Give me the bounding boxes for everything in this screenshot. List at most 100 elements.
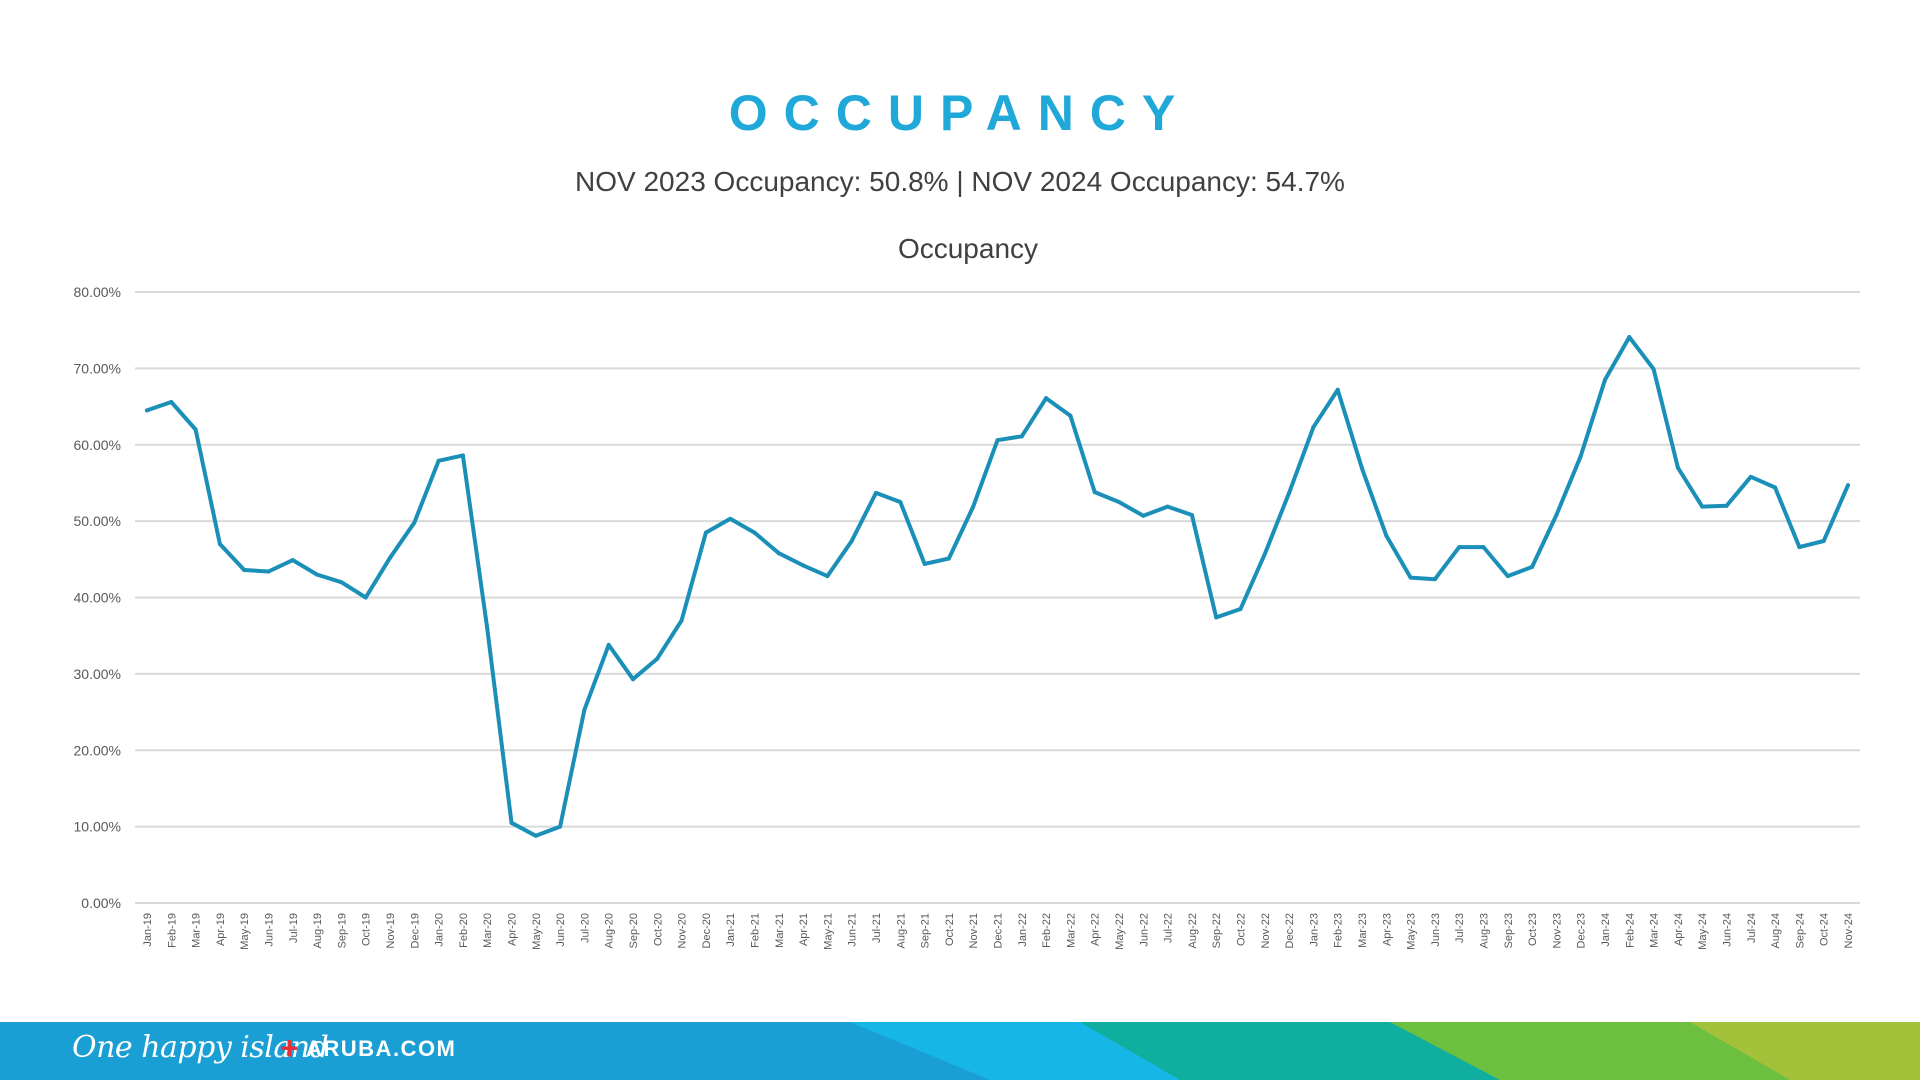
data-point [315, 572, 320, 577]
data-point [1554, 513, 1559, 518]
x-tick-label: Nov-24 [1843, 913, 1855, 948]
x-tick-label: Sep-19 [336, 913, 348, 948]
data-point [388, 555, 392, 560]
y-tick-label: 40.00% [74, 590, 121, 606]
x-tick-label: Sep-20 [628, 913, 640, 948]
x-tick-label: Nov-21 [968, 913, 980, 948]
x-tick-label: Jan-23 [1308, 913, 1320, 947]
data-point [1044, 396, 1049, 401]
x-tick-label: Feb-22 [1041, 913, 1053, 948]
data-point [1019, 434, 1024, 439]
data-point [776, 551, 781, 556]
x-tick-label: Aug-23 [1479, 913, 1491, 948]
x-tick-label: Aug-22 [1187, 913, 1199, 948]
x-tick-label: Jul-24 [1746, 913, 1758, 943]
series-layer [145, 335, 1850, 838]
x-tick-label: Mar-20 [482, 913, 494, 948]
footer-band-lime [1690, 1022, 1920, 1080]
x-tick-label: May-20 [531, 913, 543, 950]
data-point [412, 520, 417, 525]
data-point [1773, 485, 1778, 490]
data-point [242, 568, 247, 573]
data-point [1408, 575, 1413, 580]
data-point [801, 563, 806, 568]
x-tick-label: Apr-21 [798, 913, 810, 946]
x-tick-label: Jan-21 [725, 913, 737, 947]
x-tick-label: Nov-20 [677, 913, 689, 948]
data-point [631, 677, 635, 682]
y-tick-label: 60.00% [74, 437, 121, 453]
x-tick-label: Sep-24 [1794, 913, 1806, 948]
footer-gradient-shapes [0, 1022, 1920, 1080]
x-tick-label: Jan-19 [142, 913, 154, 947]
data-point [679, 618, 684, 623]
x-tick-label: Mar-22 [1065, 913, 1077, 948]
x-tick-label: Feb-20 [458, 913, 470, 948]
footer-band-green [1390, 1022, 1800, 1080]
data-point [1797, 545, 1802, 550]
data-point [1724, 503, 1729, 508]
footer-tagline: One happy island [72, 1030, 329, 1065]
data-point [1846, 483, 1850, 488]
data-point [1748, 474, 1753, 479]
data-point [825, 574, 830, 579]
x-tick-label: Jun-22 [1138, 913, 1150, 947]
data-point [1505, 574, 1510, 579]
data-point [1092, 490, 1097, 495]
page-title: OCCUPANCY [728, 85, 1192, 141]
x-tick-label: Jan-24 [1600, 913, 1612, 947]
data-point [1117, 500, 1121, 505]
data-point [460, 453, 465, 458]
data-point [1700, 504, 1705, 509]
footer-site-link[interactable]: ARUBA.COM [306, 1036, 457, 1061]
data-point [1238, 606, 1243, 611]
x-tick-label: Jan-20 [434, 913, 446, 947]
x-tick-label: Aug-21 [895, 913, 907, 948]
x-tick-label: Apr-20 [507, 913, 519, 946]
x-tick-label: Jun-19 [264, 913, 276, 947]
footer-banner: One happy island + ARUBA.COM [0, 1022, 1920, 1080]
data-point [922, 561, 927, 566]
x-tick-label: Jan-22 [1017, 913, 1029, 947]
x-axis-ticks: Jan-19 Feb-19 Mar-19 Apr-19 May-19 Jun-19 Jul-… [142, 913, 1855, 950]
x-tick-label: Jul-23 [1454, 913, 1466, 943]
x-tick-label: Dec-20 [701, 913, 713, 948]
y-tick-label: 80.00% [74, 284, 121, 300]
data-point [266, 569, 271, 574]
data-point [1457, 545, 1462, 550]
x-tick-label: Oct-24 [1819, 913, 1831, 946]
data-point [485, 626, 490, 631]
x-tick-label: Apr-24 [1673, 913, 1685, 946]
x-tick-label: Jul-22 [1163, 913, 1175, 943]
data-point [1165, 504, 1170, 509]
x-tick-label: Sep-23 [1503, 913, 1515, 948]
gridlines [135, 291, 1860, 904]
data-point [436, 458, 441, 463]
page-subtitle: NOV 2023 Occupancy: 50.8% | NOV 2024 Occ… [575, 166, 1345, 197]
data-point [752, 530, 757, 535]
x-tick-label: Sep-22 [1211, 913, 1223, 948]
data-point [1603, 377, 1607, 382]
footer-plus-icon: + [280, 1030, 299, 1066]
data-point [339, 580, 344, 585]
data-point [655, 656, 660, 661]
x-tick-label: Jun-20 [555, 913, 567, 947]
x-tick-label: Nov-19 [385, 913, 397, 948]
data-point [363, 595, 368, 600]
y-axis-ticks: 0.00% 10.00% 20.00% 30.00% 40.00% 50.00% 60.00… [74, 284, 121, 911]
data-point [1287, 490, 1292, 495]
x-tick-label: Jun-24 [1722, 913, 1734, 947]
data-point [533, 833, 538, 838]
data-point [1675, 465, 1680, 470]
x-tick-label: May-22 [1114, 913, 1126, 950]
x-tick-label: Jun-23 [1430, 913, 1442, 947]
occupancy-chart: Occupancy 0.00% 10.00% 20.00% 30.00% 40.00% 5… [74, 233, 1860, 950]
data-point [1068, 413, 1073, 418]
x-tick-label: Oct-21 [944, 913, 956, 946]
data-point [1335, 387, 1340, 392]
x-tick-label: Jul-19 [288, 913, 300, 943]
x-tick-label: Oct-20 [652, 913, 664, 946]
chart-title: Occupancy [898, 233, 1038, 264]
x-tick-label: Dec-21 [993, 913, 1005, 948]
x-tick-label: Apr-23 [1381, 913, 1393, 946]
